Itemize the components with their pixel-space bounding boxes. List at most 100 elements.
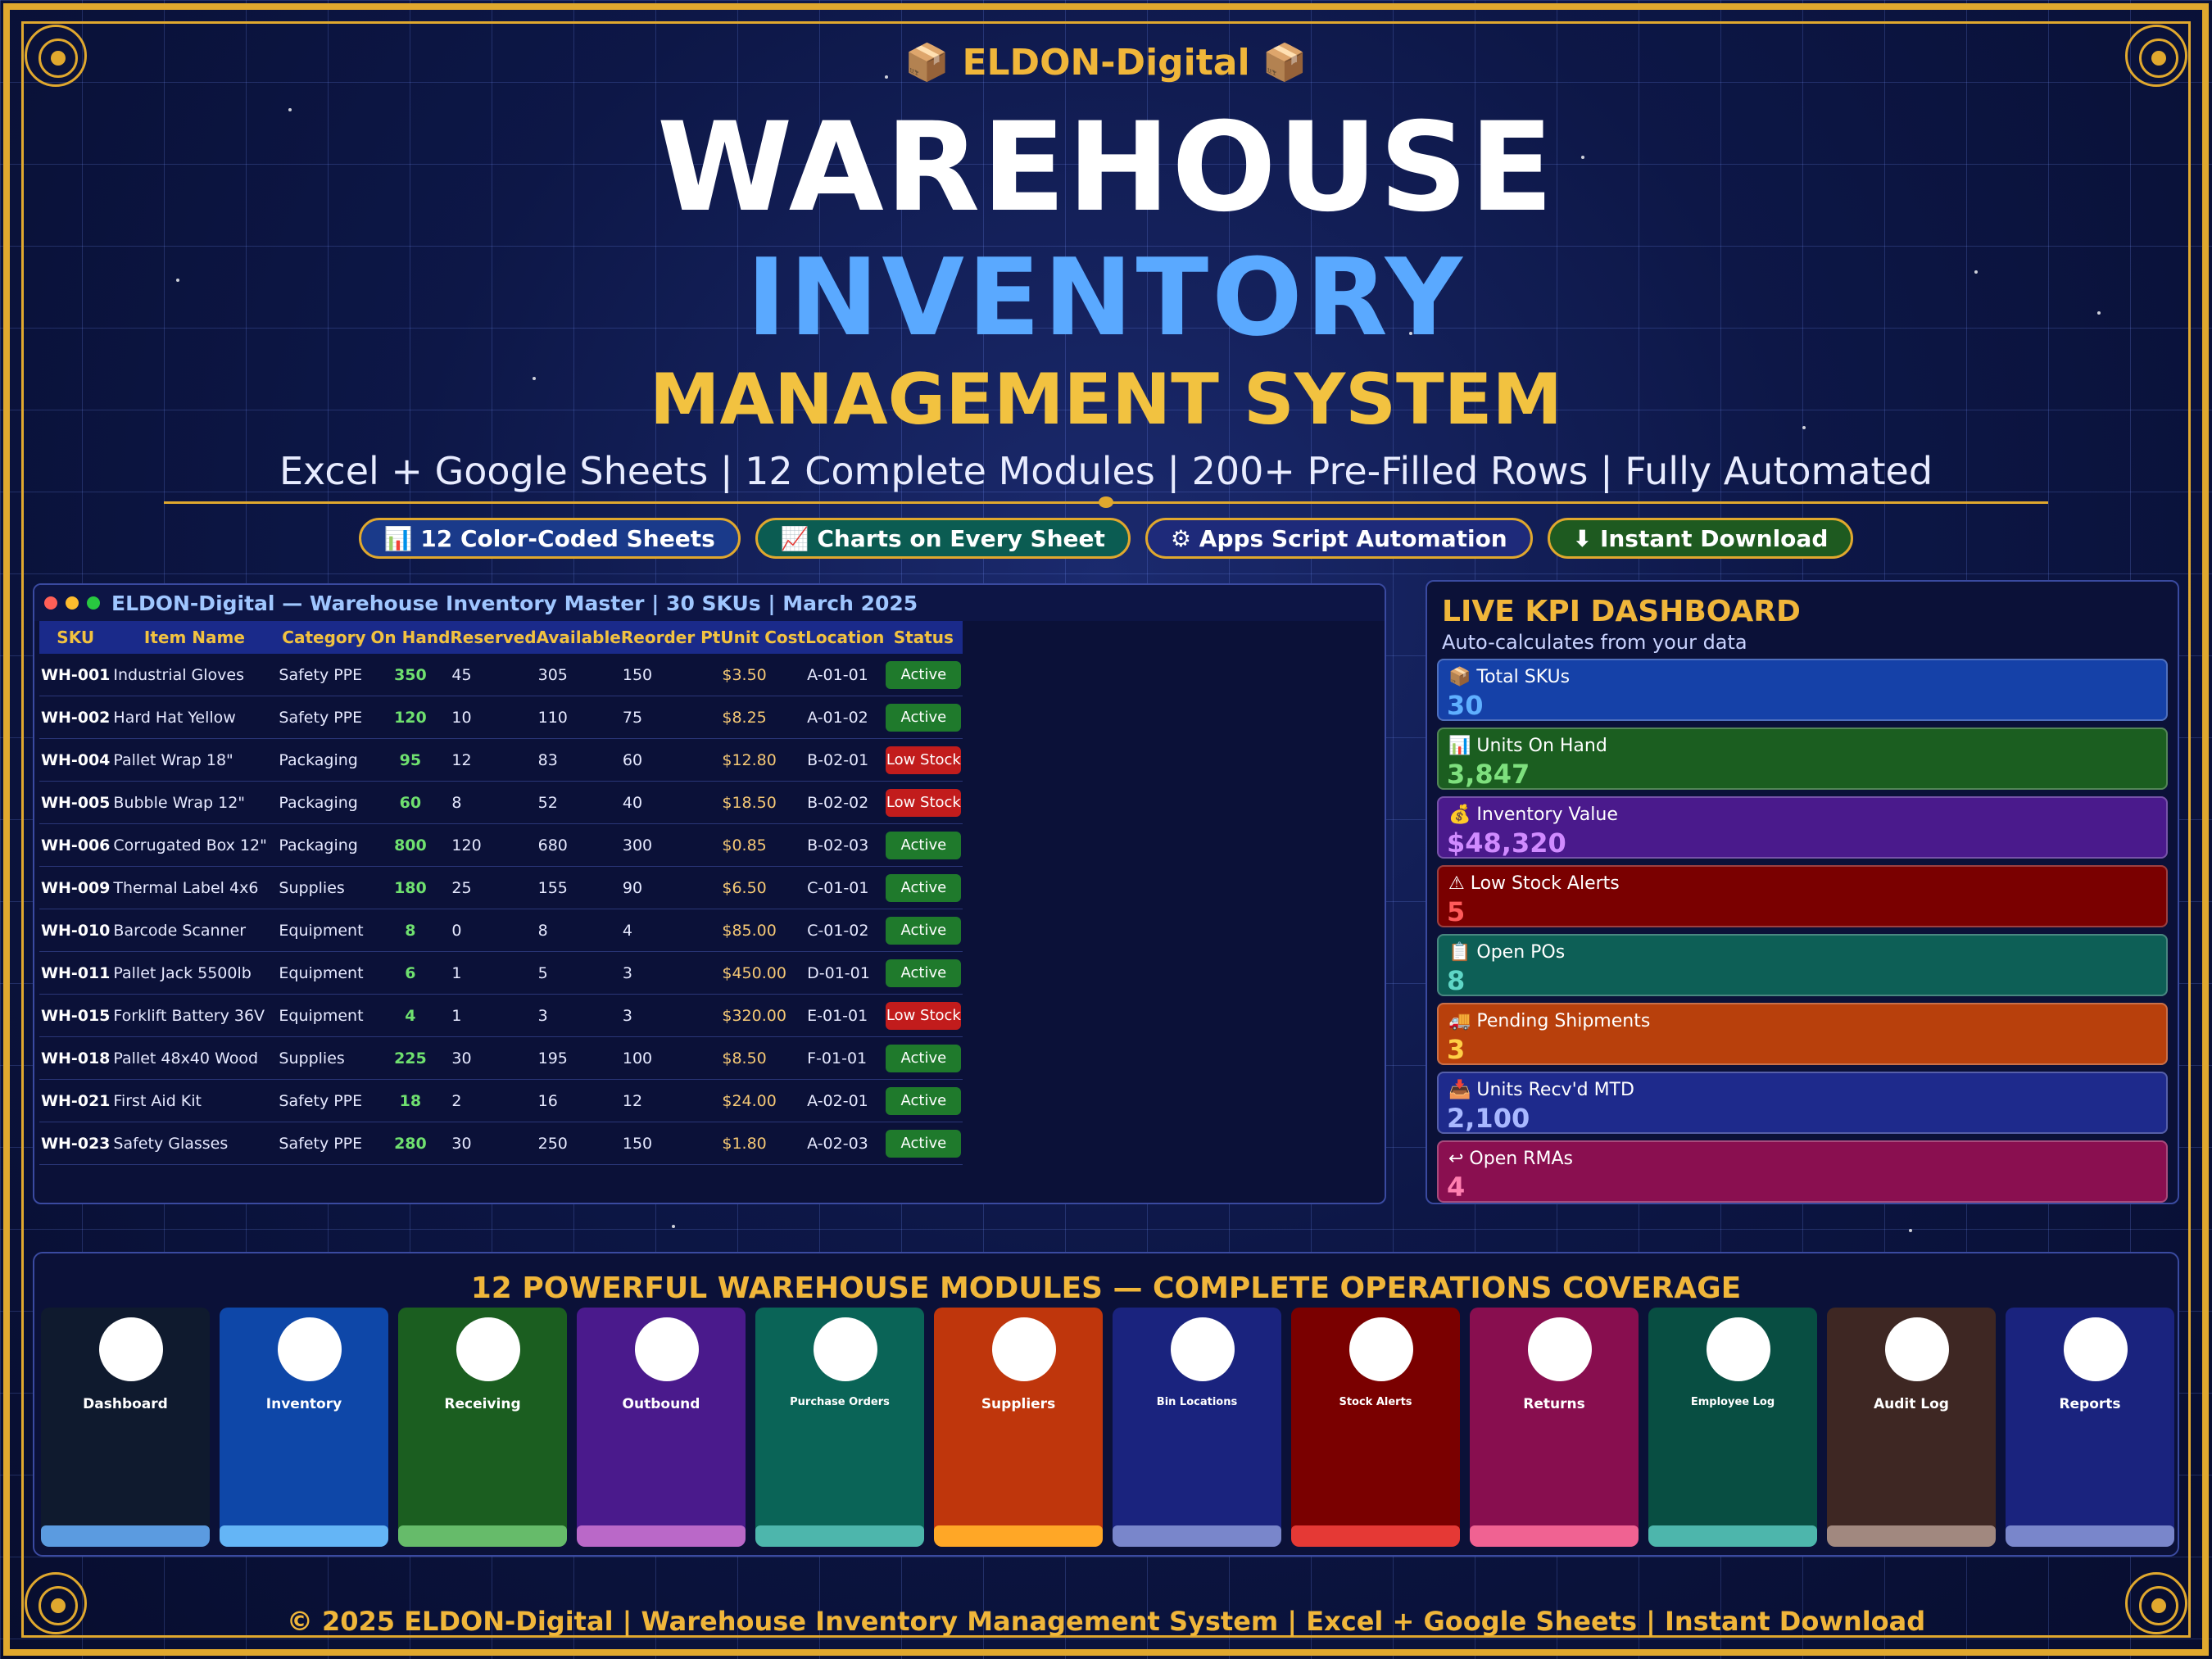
module-card[interactable]: Suppliers <box>934 1308 1103 1547</box>
cell-on-hand: 8 <box>370 909 451 952</box>
column-header[interactable]: Status <box>884 621 963 654</box>
module-label: Suppliers <box>981 1396 1056 1412</box>
module-icon <box>456 1317 520 1381</box>
cell-location: C-01-01 <box>805 866 885 909</box>
module-card[interactable]: Outbound <box>577 1308 746 1547</box>
cell-category: Equipment <box>277 909 371 952</box>
minimize-window-icon[interactable] <box>66 596 79 610</box>
table-row[interactable]: WH-015 Forklift Battery 36V Equipment 4 1 3 3 $… <box>39 994 963 1037</box>
maximize-window-icon[interactable] <box>87 596 100 610</box>
feature-pill-color-sheets: 📊 12 Color-Coded Sheets <box>358 518 741 559</box>
feature-pills: 📊 12 Color-Coded Sheets 📈 Charts on Ever… <box>0 518 2212 559</box>
table-row[interactable]: WH-005 Bubble Wrap 12" Packaging 60 8 52 40 $18… <box>39 781 963 824</box>
module-card[interactable]: Stock Alerts <box>1291 1308 1460 1547</box>
column-header[interactable]: Item Name <box>111 621 278 654</box>
column-header[interactable]: Unit Cost <box>720 621 806 654</box>
table-row[interactable]: WH-011 Pallet Jack 5500lb Equipment 6 1 5 3 $45… <box>39 951 963 995</box>
column-header[interactable]: Reserved <box>450 621 537 654</box>
column-header[interactable]: Category <box>277 621 371 654</box>
column-header[interactable]: Available <box>536 621 621 654</box>
module-card[interactable]: Purchase Orders <box>755 1308 924 1547</box>
cell-location: A-01-02 <box>805 696 885 739</box>
cell-name: First Aid Kit <box>111 1079 278 1122</box>
cell-available: 83 <box>536 738 621 782</box>
cell-name: Pallet Jack 5500lb <box>111 951 278 995</box>
cell-name: Forklift Battery 36V <box>111 994 278 1037</box>
module-icon <box>99 1317 163 1381</box>
table-row[interactable]: WH-001 Industrial Gloves Safety PPE 350 45 30… <box>39 654 963 696</box>
column-header[interactable]: Reorder Pt <box>620 621 721 654</box>
cell-reserved: 1 <box>450 994 537 1037</box>
cell-category: Equipment <box>277 951 371 995</box>
cell-category: Safety PPE <box>277 1079 371 1122</box>
module-label: Outbound <box>622 1396 700 1412</box>
cell-cost: $8.25 <box>720 696 806 739</box>
kpi-value: 8 <box>1447 965 1466 996</box>
module-icon <box>1885 1317 1949 1381</box>
modules-panel: 12 POWERFUL WAREHOUSE MODULES — COMPLETE… <box>33 1252 2179 1557</box>
corner-ornament-icon <box>25 1572 87 1634</box>
title-management-system: MANAGEMENT SYSTEM <box>649 359 1563 441</box>
cell-cost: $85.00 <box>720 909 806 952</box>
table-row[interactable]: WH-006 Corrugated Box 12" Packaging 800 120 6… <box>39 823 963 867</box>
cell-on-hand: 95 <box>370 738 451 782</box>
cell-location: A-02-03 <box>805 1122 885 1165</box>
cell-cost: $0.85 <box>720 823 806 867</box>
cell-on-hand: 60 <box>370 781 451 824</box>
status-badge: Low Stock <box>886 1001 962 1030</box>
divider-dot <box>1099 496 1113 508</box>
table-row[interactable]: WH-009 Thermal Label 4x6 Supplies 180 25 155 9… <box>39 866 963 909</box>
kpi-label: 📋 Open POs <box>1448 942 1566 963</box>
cell-on-hand: 4 <box>370 994 451 1037</box>
status-badge: Active <box>886 1044 962 1072</box>
cell-available: 3 <box>536 994 621 1037</box>
table-row[interactable]: WH-010 Barcode Scanner Equipment 8 0 8 4 $85.00… <box>39 909 963 952</box>
status-badge: Low Stock <box>886 746 962 774</box>
cell-available: 8 <box>536 909 621 952</box>
column-header[interactable]: On Hand <box>370 621 451 654</box>
inner-gold-frame <box>21 21 2191 1638</box>
cell-reorder: 60 <box>620 738 721 782</box>
module-card[interactable]: Receiving <box>398 1308 567 1547</box>
cell-location: A-02-01 <box>805 1079 885 1122</box>
status-badge: Active <box>886 660 962 689</box>
table-row[interactable]: WH-021 First Aid Kit Safety PPE 18 2 16 12 $24.… <box>39 1079 963 1122</box>
module-card[interactable]: Returns <box>1470 1308 1639 1547</box>
cell-location: D-01-01 <box>805 951 885 995</box>
table-row[interactable]: WH-004 Pallet Wrap 18" Packaging 95 12 83 60 $1… <box>39 738 963 782</box>
column-header[interactable]: Location <box>805 621 885 654</box>
kpi-value: $48,320 <box>1447 827 1566 859</box>
module-accent-bar <box>1470 1525 1639 1547</box>
cell-reserved: 12 <box>450 738 537 782</box>
module-card[interactable]: Inventory <box>220 1308 388 1547</box>
feature-pill-apps-script: ⚙ Apps Script Automation <box>1145 518 1533 559</box>
status-badge: Low Stock <box>886 788 962 817</box>
cell-sku: WH-009 <box>39 866 112 909</box>
cell-sku: WH-018 <box>39 1036 112 1080</box>
cell-sku: WH-015 <box>39 994 112 1037</box>
cell-location: A-01-01 <box>805 654 885 696</box>
module-card[interactable]: Bin Locations <box>1113 1308 1281 1547</box>
status-badge: Active <box>886 831 962 859</box>
module-card[interactable]: Audit Log <box>1827 1308 1996 1547</box>
cell-sku: WH-005 <box>39 781 112 824</box>
module-card[interactable]: Employee Log <box>1648 1308 1817 1547</box>
close-window-icon[interactable] <box>44 596 57 610</box>
column-header[interactable]: SKU <box>39 621 112 654</box>
module-accent-bar <box>934 1525 1103 1547</box>
module-icon <box>2064 1317 2128 1381</box>
kpi-dashboard: LIVE KPI DASHBOARD Auto-calculates from … <box>1426 580 2179 1204</box>
cell-category: Supplies <box>277 1036 371 1080</box>
kpi-label: 📊 Units On Hand <box>1448 736 1607 756</box>
table-row[interactable]: WH-023 Safety Glasses Safety PPE 280 30 250 15… <box>39 1122 963 1165</box>
table-row[interactable]: WH-018 Pallet 48x40 Wood Supplies 225 30 195 1… <box>39 1036 963 1080</box>
module-card[interactable]: Dashboard <box>41 1308 210 1547</box>
table-row[interactable]: WH-002 Hard Hat Yellow Safety PPE 120 10 110 7… <box>39 696 963 739</box>
module-label: Employee Log <box>1690 1396 1775 1408</box>
cell-sku: WH-011 <box>39 951 112 995</box>
cell-reorder: 150 <box>620 1122 721 1165</box>
cell-location: B-02-02 <box>805 781 885 824</box>
module-card[interactable]: Reports <box>2006 1308 2174 1547</box>
kpi-label: 💰 Inventory Value <box>1448 805 1618 825</box>
cell-cost: $1.80 <box>720 1122 806 1165</box>
